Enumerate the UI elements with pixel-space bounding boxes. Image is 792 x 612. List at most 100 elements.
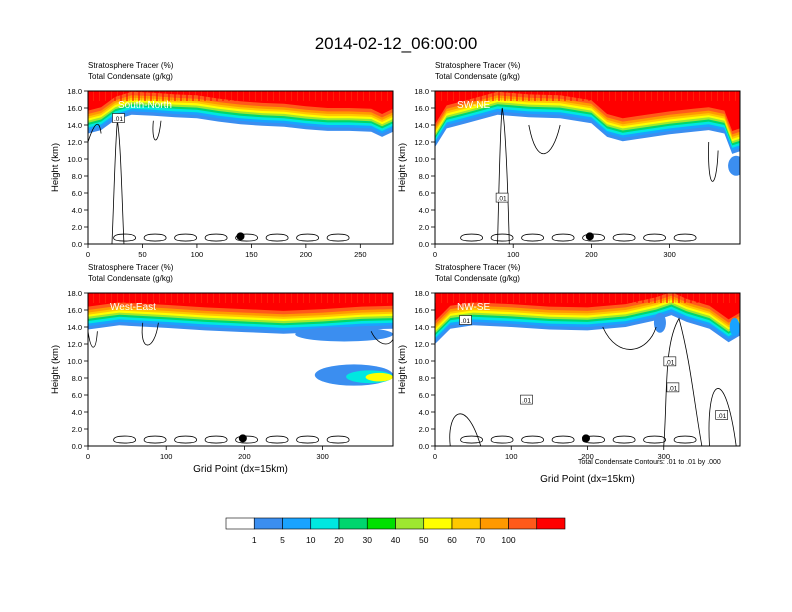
tracer-blob-1 — [728, 155, 740, 176]
condensate-contour-7 — [296, 233, 320, 242]
x-tick-label: 250 — [354, 250, 367, 259]
y-axis-label: Height (km) — [397, 143, 408, 192]
x-tick-label: 200 — [581, 452, 594, 461]
contour-label-box — [520, 394, 533, 405]
contour-label-3: .01 — [668, 385, 677, 392]
location-marker — [236, 232, 245, 241]
panel-subtitle: Total Condensate (g/kg) — [435, 72, 520, 81]
y-tick-label: 8.0 — [72, 172, 82, 181]
y-tick-label: 2.0 — [72, 223, 82, 232]
x-tick-label: 200 — [585, 250, 598, 259]
condensate-contour-9 — [663, 317, 703, 446]
tracer-blob-2 — [729, 318, 740, 336]
colorbar-swatch-5 — [338, 517, 368, 530]
panel-label: South-North — [118, 100, 172, 111]
condensate-contour-6 — [265, 233, 289, 242]
y-tick-label: 2.0 — [419, 425, 429, 434]
x-tick-label: 100 — [507, 250, 520, 259]
condensate-contour-10 — [528, 124, 561, 155]
tracer-texture — [435, 293, 740, 303]
y-tick-label: 18.0 — [414, 87, 429, 96]
x-tick-label: 200 — [300, 250, 313, 259]
colorbar-swatch-7 — [395, 517, 425, 530]
chart-panel-4: Stratosphere Tracer (%) Total Condensate … — [397, 263, 741, 485]
plot-frame — [87, 292, 394, 447]
colorbar-label-10: 100 — [501, 535, 515, 545]
y-tick-label: 14.0 — [414, 121, 429, 130]
x-tick-label: 100 — [160, 452, 173, 461]
condensate-contour-2 — [490, 435, 514, 444]
condensate-contour-8 — [326, 435, 350, 444]
condensate-contour-6 — [612, 435, 636, 444]
y-tick-label: 16.0 — [67, 306, 82, 315]
footnote: Total Condensate Contours: .01 to .01 by… — [578, 459, 721, 466]
tracer-blob-1 — [295, 327, 393, 342]
condensate-contour-2 — [143, 435, 167, 444]
contour-label-box — [495, 192, 509, 203]
colorbar-swatch-2 — [253, 517, 283, 530]
panels: Stratosphere Tracer (%) Total Condensate … — [50, 61, 741, 485]
x-tick-label: 100 — [505, 452, 518, 461]
y-tick-label: 10.0 — [414, 155, 429, 164]
location-marker — [585, 232, 594, 241]
condensate-contour-1 — [460, 233, 484, 242]
location-marker — [238, 434, 247, 443]
x-tick-label: 50 — [138, 250, 146, 259]
condensate-contour-9 — [141, 322, 159, 346]
x-tick-label: 150 — [245, 250, 258, 259]
tracer-blob-1 — [653, 312, 666, 333]
y-tick-label: 12.0 — [414, 340, 429, 349]
condensate-contour-1 — [460, 435, 484, 444]
contour-label-box — [666, 382, 680, 393]
y-tick-label: 8.0 — [419, 172, 429, 181]
x-tick-label: 200 — [238, 452, 251, 461]
x-tick-label: 300 — [316, 452, 329, 461]
y-tick-label: 0.0 — [72, 240, 82, 249]
y-tick-label: 16.0 — [414, 104, 429, 113]
colorbar-label-9: 70 — [476, 535, 486, 545]
y-tick-label: 4.0 — [72, 206, 82, 215]
contour-label-4: .01 — [717, 413, 726, 420]
condensate-contour-6 — [265, 435, 289, 444]
colorbar-swatch-4 — [310, 517, 340, 530]
contour-label-box — [112, 113, 125, 123]
y-tick-label: 2.0 — [419, 223, 429, 232]
y-tick-label: 6.0 — [72, 189, 82, 198]
condensate-contour-11 — [370, 331, 393, 345]
x-tick-label: 0 — [433, 452, 437, 461]
condensate-contour-10 — [88, 331, 98, 348]
x-tick-label: 0 — [433, 250, 437, 259]
panel-title: Stratosphere Tracer (%) — [88, 263, 174, 272]
x-tick-label: 100 — [191, 250, 204, 259]
panel-title: Stratosphere Tracer (%) — [435, 61, 521, 70]
tracer-texture — [88, 293, 393, 303]
contour-label-2: .01 — [522, 398, 531, 405]
chart-panel-1: Stratosphere Tracer (%) Total Condensate … — [50, 61, 394, 259]
page-title: 2014-02-12_06:00:00 — [315, 34, 478, 53]
colorbar-swatch-6 — [366, 517, 396, 530]
tracer-texture — [88, 91, 393, 101]
y-tick-label: 14.0 — [67, 121, 82, 130]
y-tick-label: 6.0 — [419, 189, 429, 198]
condensate-contour-12 — [602, 326, 657, 350]
y-tick-label: 6.0 — [72, 391, 82, 400]
colorbar-swatch-1 — [225, 517, 255, 530]
panel-label: SW-NE — [457, 100, 490, 111]
condensate-contour-4 — [551, 435, 575, 444]
colorbar-label-3: 10 — [306, 535, 316, 545]
y-tick-label: 6.0 — [419, 391, 429, 400]
y-tick-label: 12.0 — [67, 340, 82, 349]
condensate-contour-4 — [204, 435, 228, 444]
y-tick-label: 8.0 — [72, 374, 82, 383]
condensate-contour-10 — [449, 413, 482, 446]
colorbar-swatch-11 — [508, 517, 538, 530]
y-tick-label: 18.0 — [414, 289, 429, 298]
plot-area: .01 .01 .01 .01 .01 NW-SE — [435, 293, 740, 446]
panel-subtitle: Total Condensate (g/kg) — [435, 274, 520, 283]
y-tick-label: 4.0 — [419, 206, 429, 215]
condensate-contour-2 — [490, 233, 514, 242]
condensate-contour-3 — [521, 233, 545, 242]
condensate-contour-8 — [673, 233, 697, 242]
y-tick-label: 4.0 — [72, 408, 82, 417]
x-tick-label: 300 — [663, 250, 676, 259]
